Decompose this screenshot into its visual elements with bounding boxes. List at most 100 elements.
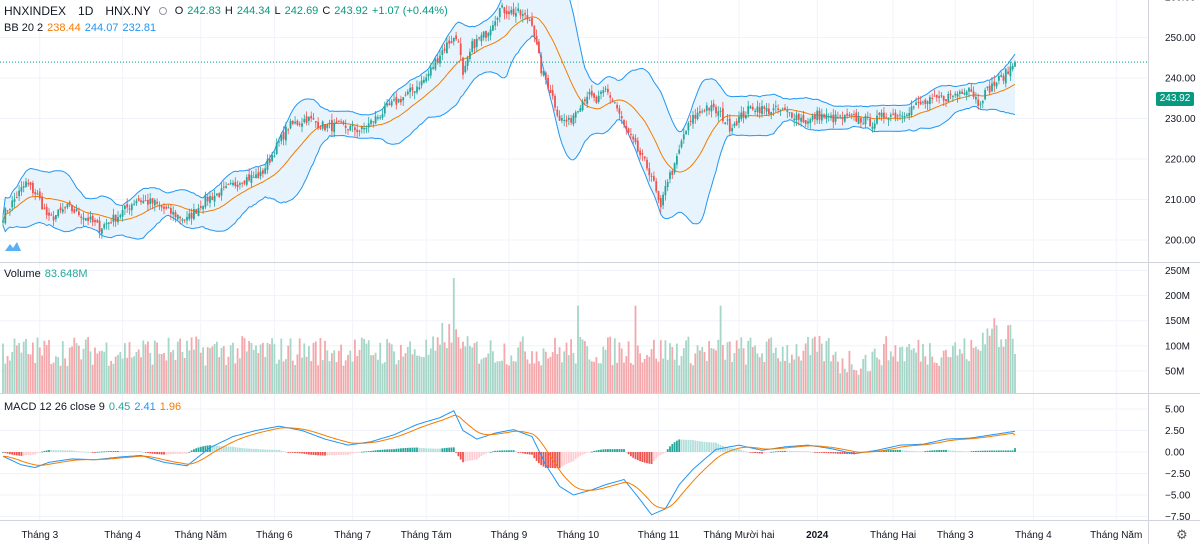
volume-bar <box>234 363 237 393</box>
candle <box>61 202 64 215</box>
volume-bar <box>671 346 674 393</box>
macd-hist-bar <box>301 452 303 454</box>
symbol-legend[interactable]: HNXINDEX 1D HNX.NY O 242.83 H 244.34 L 242.… <box>4 4 448 18</box>
volume-bar <box>59 365 62 393</box>
candle-body <box>901 115 904 117</box>
candle-body <box>630 133 632 136</box>
volume-bar <box>581 339 584 393</box>
candle-body <box>547 78 549 89</box>
candle <box>747 100 750 118</box>
candle <box>455 31 457 42</box>
volume-bar <box>873 348 876 393</box>
candle-body <box>880 112 883 117</box>
macd-hist-bar <box>4 452 7 453</box>
candle <box>498 7 501 23</box>
macd-hist-bar <box>811 451 814 453</box>
candle-body <box>259 171 262 176</box>
macd-hist-bar <box>1002 450 1005 452</box>
volume-bar <box>222 346 225 393</box>
candle <box>802 110 805 124</box>
candle-body <box>372 121 375 123</box>
bb-name[interactable]: BB 20 2 <box>4 22 44 34</box>
volume-bar <box>176 341 179 393</box>
volume-bar <box>600 363 602 393</box>
macd-hist-bar <box>984 450 986 452</box>
candle <box>781 107 784 110</box>
candle <box>133 199 135 206</box>
candle <box>756 100 759 117</box>
candle-body <box>669 172 671 180</box>
candle-body <box>32 182 34 194</box>
volume-bar <box>857 374 860 393</box>
candle-body <box>685 131 687 134</box>
volume-bar <box>797 356 800 393</box>
candle <box>535 29 538 45</box>
candle-body <box>190 212 193 219</box>
volume-bar <box>561 362 563 393</box>
volume-bar <box>915 352 917 393</box>
candle-body <box>613 102 616 104</box>
macd-hist-bar <box>282 451 285 453</box>
macd-name[interactable]: MACD 12 26 close 9 <box>4 401 105 413</box>
macd-hist-bar <box>899 449 901 452</box>
candle-body <box>450 41 453 44</box>
candle-body <box>611 99 614 101</box>
candle <box>924 98 927 109</box>
macd-hist-bar <box>22 452 25 456</box>
volume-bar <box>441 323 444 393</box>
macd-hist-bar <box>574 452 577 460</box>
candle <box>567 114 570 126</box>
macd-hist-bar <box>142 451 145 453</box>
candle-body <box>551 90 554 97</box>
volume-bar <box>701 347 704 393</box>
bb-legend[interactable]: BB 20 2 238.44 244.07 232.81 <box>4 22 156 34</box>
volume-bar <box>597 363 600 393</box>
macd-tick-label: 2.50 <box>1165 426 1185 437</box>
volume-bar <box>64 358 66 393</box>
candle-body <box>664 186 667 196</box>
volume-bar <box>11 351 14 393</box>
candle-body <box>837 117 839 119</box>
macd-hist-bar <box>485 452 487 454</box>
candle <box>738 111 740 129</box>
macd-hist-bar <box>317 452 319 456</box>
macd-hist-bar <box>678 439 681 452</box>
candle-body <box>561 118 563 121</box>
volume-bar <box>151 364 154 393</box>
candle-body <box>1011 65 1014 70</box>
volume-legend[interactable]: Volume 83.648M <box>4 268 88 280</box>
symbol-name[interactable]: HNXINDEX <box>4 4 67 18</box>
settings-gear-icon[interactable]: ⚙ <box>1176 527 1188 542</box>
candle <box>547 74 549 91</box>
tradingview-logo-icon[interactable] <box>4 240 22 252</box>
candle <box>593 92 595 102</box>
macd-hist-bar <box>492 451 494 453</box>
volume-name[interactable]: Volume <box>4 268 41 280</box>
macd-hist-bar <box>809 451 812 453</box>
candle <box>643 156 646 161</box>
candle <box>87 212 89 226</box>
volume-bar <box>963 338 966 393</box>
volume-bar <box>1009 324 1012 393</box>
candle-body <box>170 208 172 214</box>
candle <box>489 25 492 41</box>
candle <box>563 113 566 127</box>
candle <box>172 206 175 221</box>
candle <box>206 194 209 206</box>
candle-body <box>55 215 57 220</box>
volume-bar <box>871 351 874 393</box>
macd-hist-bar <box>482 452 485 455</box>
macd-legend[interactable]: MACD 12 26 close 9 0.45 2.41 1.96 <box>4 401 181 413</box>
candle-body <box>724 122 727 124</box>
volume-bar <box>48 340 50 393</box>
macd-hist-bar <box>248 448 250 452</box>
volume-bar <box>473 343 476 393</box>
candle-body <box>689 120 692 122</box>
macd-hist-bar <box>742 450 745 452</box>
volume-bar <box>508 365 510 393</box>
interval[interactable]: 1D <box>78 4 94 18</box>
macd-hist-bar <box>406 447 409 452</box>
candle <box>947 91 950 103</box>
candle-body <box>894 112 897 118</box>
